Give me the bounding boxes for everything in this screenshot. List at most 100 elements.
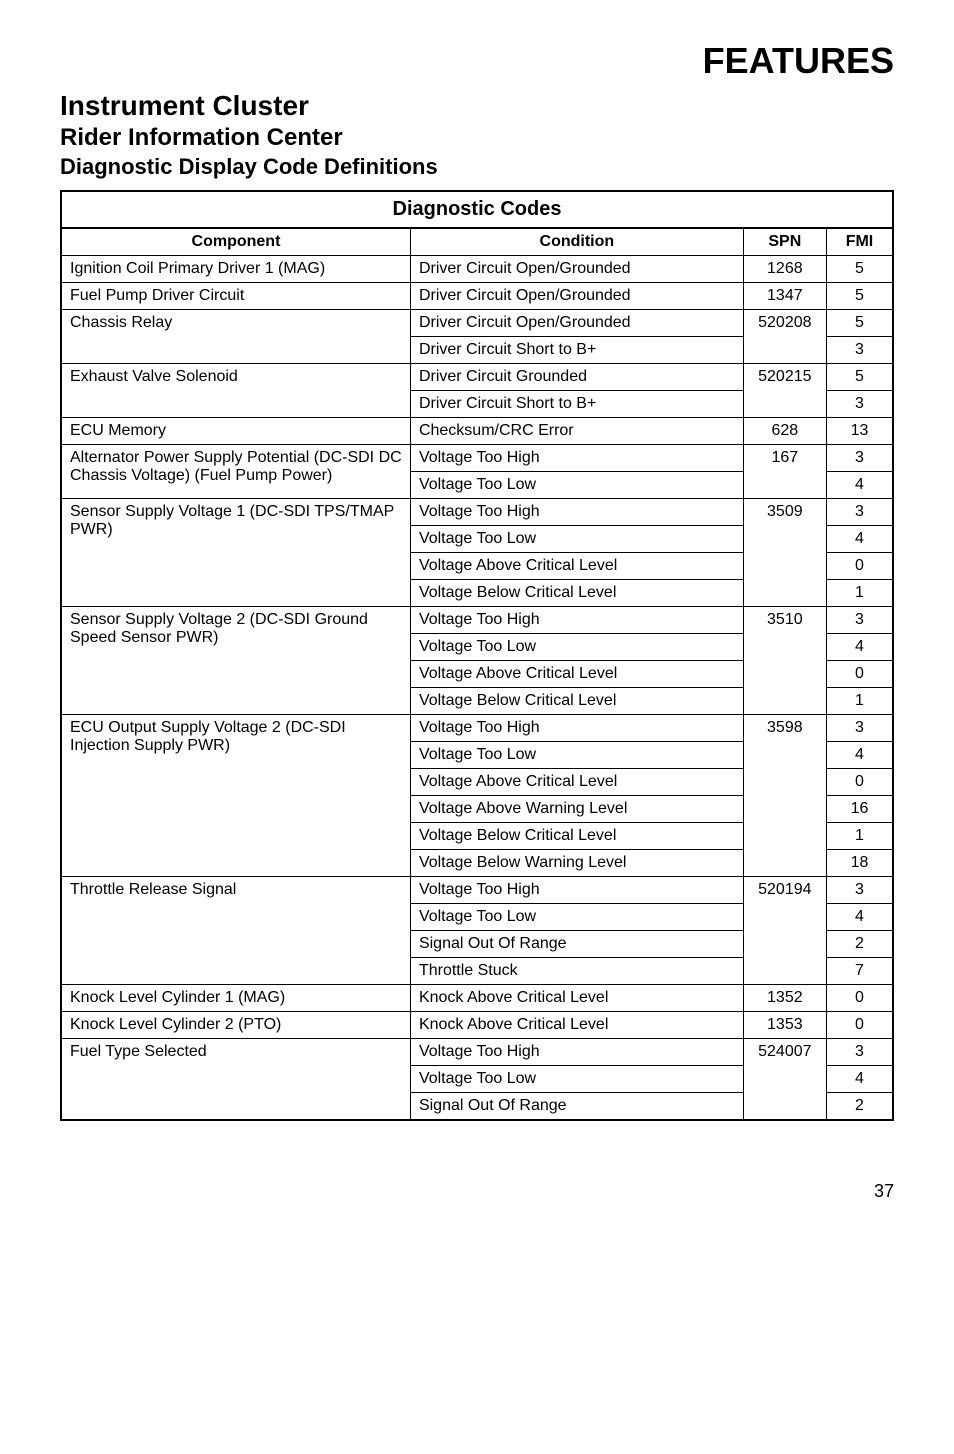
cell-fmi: 1: [826, 580, 893, 607]
cell-condition: Driver Circuit Open/Grounded: [410, 256, 743, 283]
section-heading-2: Rider Information Center: [60, 124, 894, 152]
th-fmi: FMI: [826, 228, 893, 256]
table-title: Diagnostic Codes: [60, 190, 894, 227]
cell-condition: Driver Circuit Short to B+: [410, 391, 743, 418]
diagnostic-codes-table: Diagnostic Codes Component Condition SPN…: [60, 190, 894, 1121]
cell-fmi: 3: [826, 337, 893, 364]
cell-condition: Voltage Too High: [410, 445, 743, 472]
table-row: ECU Output Supply Voltage 2 (DC-SDI Inje…: [61, 715, 893, 742]
cell-condition: Driver Circuit Grounded: [410, 364, 743, 391]
cell-fmi: 4: [826, 904, 893, 931]
cell-spn: 3598: [743, 715, 826, 877]
cell-fmi: 13: [826, 418, 893, 445]
cell-spn: 1353: [743, 1012, 826, 1039]
section-heading-1: Instrument Cluster: [60, 90, 894, 122]
cell-condition: Voltage Too Low: [410, 1066, 743, 1093]
cell-component: Throttle Release Signal: [61, 877, 410, 985]
cell-condition: Knock Above Critical Level: [410, 1012, 743, 1039]
cell-fmi: 5: [826, 256, 893, 283]
cell-spn: 520208: [743, 310, 826, 364]
cell-spn: 1352: [743, 985, 826, 1012]
cell-spn: 520194: [743, 877, 826, 985]
cell-condition: Voltage Too Low: [410, 742, 743, 769]
cell-component: Fuel Pump Driver Circuit: [61, 283, 410, 310]
cell-spn: 3510: [743, 607, 826, 715]
cell-fmi: 5: [826, 283, 893, 310]
cell-condition: Voltage Above Critical Level: [410, 553, 743, 580]
section-heading-3: Diagnostic Display Code Definitions: [60, 154, 894, 180]
cell-fmi: 4: [826, 526, 893, 553]
cell-condition: Voltage Too High: [410, 499, 743, 526]
cell-condition: Voltage Too High: [410, 877, 743, 904]
cell-component: Exhaust Valve Solenoid: [61, 364, 410, 418]
th-component: Component: [61, 228, 410, 256]
th-condition: Condition: [410, 228, 743, 256]
cell-fmi: 0: [826, 769, 893, 796]
cell-component: Sensor Supply Voltage 2 (DC-SDI Ground S…: [61, 607, 410, 715]
cell-condition: Voltage Above Critical Level: [410, 661, 743, 688]
cell-component: ECU Output Supply Voltage 2 (DC-SDI Inje…: [61, 715, 410, 877]
cell-fmi: 2: [826, 1093, 893, 1121]
cell-fmi: 3: [826, 445, 893, 472]
cell-condition: Voltage Too High: [410, 607, 743, 634]
cell-fmi: 3: [826, 715, 893, 742]
cell-fmi: 7: [826, 958, 893, 985]
cell-spn: 520215: [743, 364, 826, 418]
table-row: Knock Level Cylinder 2 (PTO)Knock Above …: [61, 1012, 893, 1039]
cell-fmi: 4: [826, 742, 893, 769]
cell-component: Sensor Supply Voltage 1 (DC-SDI TPS/TMAP…: [61, 499, 410, 607]
cell-condition: Driver Circuit Open/Grounded: [410, 310, 743, 337]
cell-condition: Voltage Above Warning Level: [410, 796, 743, 823]
cell-fmi: 0: [826, 985, 893, 1012]
table-header-row: Component Condition SPN FMI: [61, 228, 893, 256]
cell-component: Chassis Relay: [61, 310, 410, 364]
table-row: Fuel Pump Driver CircuitDriver Circuit O…: [61, 283, 893, 310]
cell-condition: Throttle Stuck: [410, 958, 743, 985]
th-spn: SPN: [743, 228, 826, 256]
cell-component: Knock Level Cylinder 1 (MAG): [61, 985, 410, 1012]
cell-fmi: 5: [826, 364, 893, 391]
cell-fmi: 2: [826, 931, 893, 958]
table-row: Sensor Supply Voltage 1 (DC-SDI TPS/TMAP…: [61, 499, 893, 526]
cell-condition: Driver Circuit Open/Grounded: [410, 283, 743, 310]
cell-fmi: 18: [826, 850, 893, 877]
cell-component: Alternator Power Supply Potential (DC-SD…: [61, 445, 410, 499]
cell-spn: 1347: [743, 283, 826, 310]
cell-fmi: 0: [826, 1012, 893, 1039]
cell-fmi: 3: [826, 1039, 893, 1066]
table-row: Exhaust Valve SolenoidDriver Circuit Gro…: [61, 364, 893, 391]
table-body: Ignition Coil Primary Driver 1 (MAG)Driv…: [61, 256, 893, 1121]
cell-fmi: 1: [826, 823, 893, 850]
cell-spn: 524007: [743, 1039, 826, 1121]
cell-condition: Voltage Too Low: [410, 904, 743, 931]
page-number: 37: [60, 1181, 894, 1202]
cell-condition: Voltage Too High: [410, 715, 743, 742]
cell-condition: Voltage Too High: [410, 1039, 743, 1066]
cell-condition: Voltage Too Low: [410, 634, 743, 661]
cell-component: Fuel Type Selected: [61, 1039, 410, 1121]
cell-fmi: 16: [826, 796, 893, 823]
cell-fmi: 4: [826, 1066, 893, 1093]
cell-condition: Driver Circuit Short to B+: [410, 337, 743, 364]
cell-fmi: 3: [826, 877, 893, 904]
cell-fmi: 4: [826, 634, 893, 661]
table-row: Chassis RelayDriver Circuit Open/Grounde…: [61, 310, 893, 337]
cell-fmi: 3: [826, 607, 893, 634]
cell-condition: Knock Above Critical Level: [410, 985, 743, 1012]
cell-condition: Voltage Above Critical Level: [410, 769, 743, 796]
cell-component: Knock Level Cylinder 2 (PTO): [61, 1012, 410, 1039]
table-row: Sensor Supply Voltage 2 (DC-SDI Ground S…: [61, 607, 893, 634]
cell-condition: Signal Out Of Range: [410, 1093, 743, 1121]
cell-fmi: 3: [826, 499, 893, 526]
cell-condition: Checksum/CRC Error: [410, 418, 743, 445]
cell-fmi: 3: [826, 391, 893, 418]
cell-component: ECU Memory: [61, 418, 410, 445]
table-row: Throttle Release SignalVoltage Too High5…: [61, 877, 893, 904]
cell-fmi: 5: [826, 310, 893, 337]
cell-fmi: 0: [826, 661, 893, 688]
cell-fmi: 1: [826, 688, 893, 715]
cell-spn: 167: [743, 445, 826, 499]
cell-condition: Voltage Too Low: [410, 526, 743, 553]
cell-spn: 1268: [743, 256, 826, 283]
table-row: ECU MemoryChecksum/CRC Error62813: [61, 418, 893, 445]
